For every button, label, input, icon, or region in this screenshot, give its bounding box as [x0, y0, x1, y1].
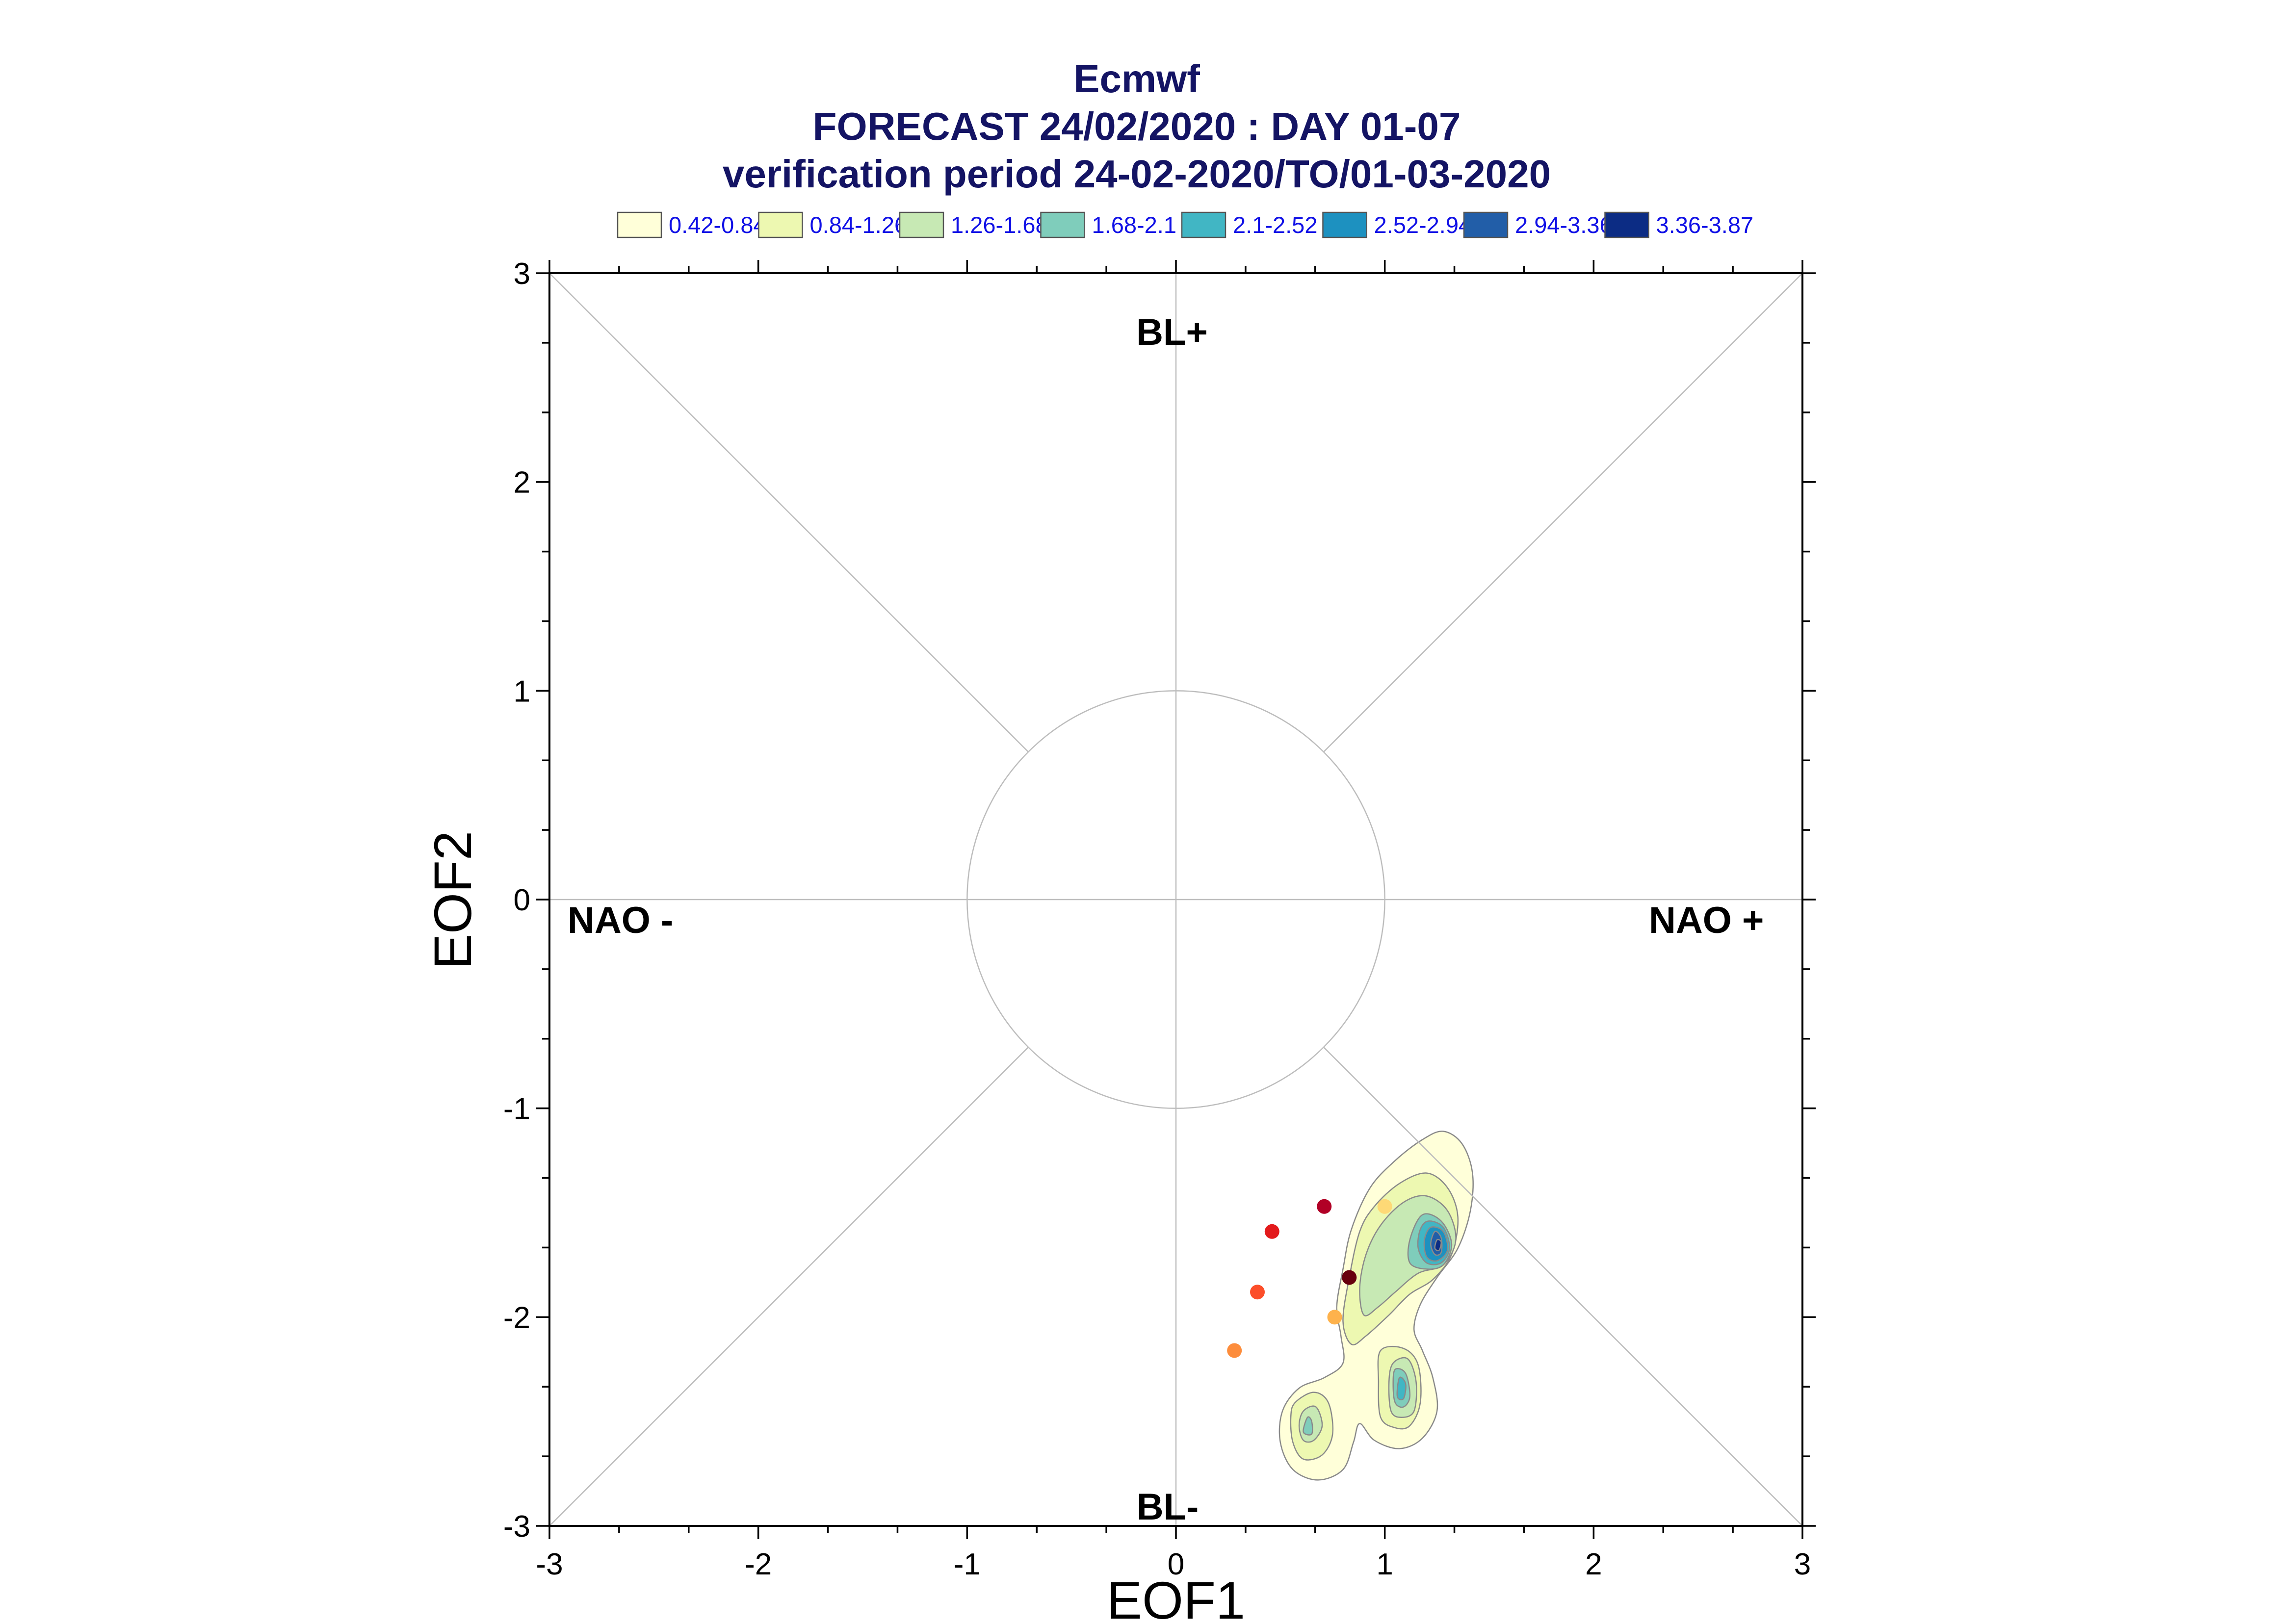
- regime-labels: BL+ BL- NAO - NAO +: [568, 311, 1764, 1528]
- y-axis-title: EOF2: [423, 831, 482, 969]
- regime-label-nao-plus: NAO +: [1649, 900, 1764, 941]
- legend-label: 0.84-1.26: [810, 212, 908, 238]
- chart-title-block: Ecmwf FORECAST 24/02/2020 : DAY 01-07 ve…: [723, 57, 1551, 196]
- x-tick-label: 2: [1585, 1547, 1602, 1581]
- x-tick-label: 1: [1376, 1547, 1393, 1581]
- x-axis-title: EOF1: [1107, 1571, 1245, 1624]
- density-contours: [1278, 1131, 1474, 1481]
- legend: 0.42-0.84 0.84-1.26 1.26-1.68 1.68-2.1 2.1-2…: [617, 211, 1753, 238]
- legend-swatches: [617, 211, 1649, 238]
- data-points: [1227, 1199, 1392, 1358]
- legend-label: 2.94-3.36: [1515, 212, 1613, 238]
- data-point: [1317, 1199, 1332, 1214]
- legend-swatch: [1604, 211, 1649, 238]
- x-tick-label: 0: [1168, 1547, 1184, 1581]
- legend-swatch: [1040, 211, 1085, 238]
- regime-label-nao-minus: NAO -: [568, 900, 673, 941]
- x-tick-label: -3: [536, 1547, 563, 1581]
- data-point: [1227, 1343, 1242, 1358]
- legend-label: 3.36-3.87: [1656, 212, 1754, 238]
- data-point: [1342, 1270, 1357, 1285]
- legend-label: 1.68-2.1: [1092, 212, 1176, 238]
- density-contour: [1303, 1416, 1313, 1436]
- data-point: [1264, 1224, 1279, 1239]
- reference-circle: [966, 690, 1385, 1109]
- density-contour: [1396, 1376, 1407, 1400]
- y-tick-label: 0: [514, 883, 530, 917]
- regime-label-bl-minus: BL-: [1137, 1486, 1199, 1528]
- legend-label: 1.26-1.68: [951, 212, 1048, 238]
- x-tick-label: -1: [954, 1547, 981, 1581]
- y-tick-label: -3: [503, 1510, 530, 1544]
- legend-swatch: [1181, 211, 1226, 238]
- y-tick-label: -2: [503, 1301, 530, 1335]
- legend-swatch: [899, 211, 944, 238]
- y-tick-label: 1: [514, 674, 530, 708]
- y-tick-label: 3: [514, 257, 530, 291]
- reference-lines: [549, 273, 1803, 1526]
- x-tick-label: 3: [1794, 1547, 1811, 1581]
- diagonal-line: [1323, 273, 1803, 752]
- legend-label: 2.1-2.52: [1233, 212, 1317, 238]
- data-point: [1250, 1285, 1265, 1300]
- data-point: [1377, 1199, 1392, 1214]
- chart-subtitle-forecast: FORECAST 24/02/2020 : DAY 01-07: [813, 104, 1461, 148]
- regime-label-bl-plus: BL+: [1136, 311, 1208, 353]
- plot-frame: [548, 272, 1803, 1527]
- diagonal-line: [549, 1047, 1029, 1526]
- diagonal-line: [1323, 1047, 1803, 1526]
- legend-labels: 0.42-0.84 0.84-1.26 1.26-1.68 1.68-2.1 2.1-2…: [669, 212, 1753, 238]
- data-point: [1327, 1310, 1342, 1325]
- density-contour: [1434, 1238, 1442, 1252]
- axes: -3 -2 -1 0 1 2 3 -3 -2 -1 0 1 2 3: [503, 257, 1816, 1581]
- legend-swatch: [1322, 211, 1367, 238]
- x-tick-label: -2: [745, 1547, 772, 1581]
- y-tick-label: -1: [503, 1092, 530, 1126]
- chart-title: Ecmwf: [1073, 57, 1200, 101]
- legend-swatch: [758, 211, 803, 238]
- diagonal-line: [549, 273, 1029, 752]
- chart-subtitle-verification: verification period 24-02-2020/TO/01-03-…: [723, 152, 1551, 196]
- legend-label: 2.52-2.94: [1374, 212, 1472, 238]
- legend-swatch: [1463, 211, 1509, 238]
- legend-swatch: [617, 211, 662, 238]
- y-tick-label: 2: [514, 466, 530, 500]
- legend-label: 0.42-0.84: [669, 212, 766, 238]
